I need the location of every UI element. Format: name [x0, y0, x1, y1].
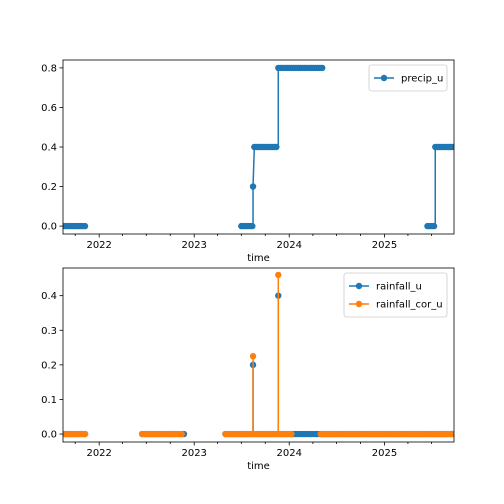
legend-label: precip_u	[401, 74, 443, 85]
series-rainfall_cor_u	[63, 271, 454, 438]
y-tick-label: 0.3	[41, 326, 57, 337]
x-axis-label: time	[247, 461, 270, 472]
plot-area	[63, 271, 454, 438]
y-axis: 0.0 0.2 0.4 0.6 0.8	[41, 63, 63, 233]
x-tick-label: 2025	[372, 448, 397, 459]
y-tick-label: 0.4	[41, 291, 57, 302]
x-axis-label: time	[247, 253, 270, 264]
top-chart-precip: 2022 2023 2024 2025 time 0.0 0.2 0.4 0.6 0.8 preci…	[41, 59, 455, 264]
y-tick-label: 0.0	[41, 222, 57, 233]
legend-label: rainfall_u	[376, 282, 422, 293]
point-rainfall_cor_u-baseline	[288, 430, 295, 438]
plot-area	[63, 64, 454, 230]
point-rainfall_cor_u-baseline	[449, 430, 454, 438]
x-axis: 2022 2023 2024 2025 time	[74, 234, 433, 264]
x-tick-label: 2022	[86, 448, 111, 459]
x-tick-label: 2025	[372, 240, 397, 251]
point-precip_u	[81, 222, 89, 230]
legend-box	[343, 272, 448, 318]
x-tick-label: 2024	[276, 240, 301, 251]
series-precip_u	[63, 64, 454, 230]
point-rainfall_cor_u-baseline	[81, 430, 89, 438]
point-precip_u	[249, 183, 257, 190]
y-tick-label: 0.0	[41, 430, 57, 441]
x-tick-label: 2023	[181, 240, 206, 251]
x-tick-label: 2022	[86, 240, 111, 251]
legend-box	[368, 64, 448, 92]
y-tick-label: 0.6	[41, 103, 57, 114]
point-precip_u	[319, 64, 326, 72]
y-tick-label: 0.2	[41, 360, 57, 371]
legend-swatch-marker	[380, 74, 388, 82]
y-tick-label: 0.2	[41, 182, 57, 193]
point-rainfall_cor_u-baseline	[178, 430, 185, 438]
point-precip_u	[430, 222, 438, 230]
y-tick-label: 0.8	[41, 63, 57, 74]
y-tick-label: 0.1	[41, 395, 57, 406]
legend-swatch-marker	[355, 300, 363, 308]
plot-frame	[62, 267, 455, 443]
x-axis: 2022 2023 2024 2025 time	[74, 442, 433, 472]
point-precip_u	[273, 143, 280, 151]
point-precip_u	[449, 143, 454, 151]
legend-swatch-marker	[355, 282, 363, 290]
legend: precip_u	[368, 64, 448, 92]
legend-label: rainfall_cor_u	[376, 300, 443, 311]
x-tick-label: 2024	[276, 448, 301, 459]
x-tick-label: 2023	[181, 448, 206, 459]
point-precip_u	[249, 222, 256, 230]
y-tick-label: 0.4	[41, 143, 57, 154]
point-rainfall_cor_u-spike	[249, 353, 257, 360]
point-rainfall_cor_u-spike	[275, 271, 282, 279]
legend: rainfall_u rainfall_cor_u	[343, 272, 448, 318]
y-axis: 0.0 0.1 0.2 0.3 0.4	[41, 291, 63, 441]
bottom-chart-rainfall: 2022 2023 2024 2025 time 0.0 0.1 0.2 0.3 0.4 rainf…	[41, 267, 455, 472]
